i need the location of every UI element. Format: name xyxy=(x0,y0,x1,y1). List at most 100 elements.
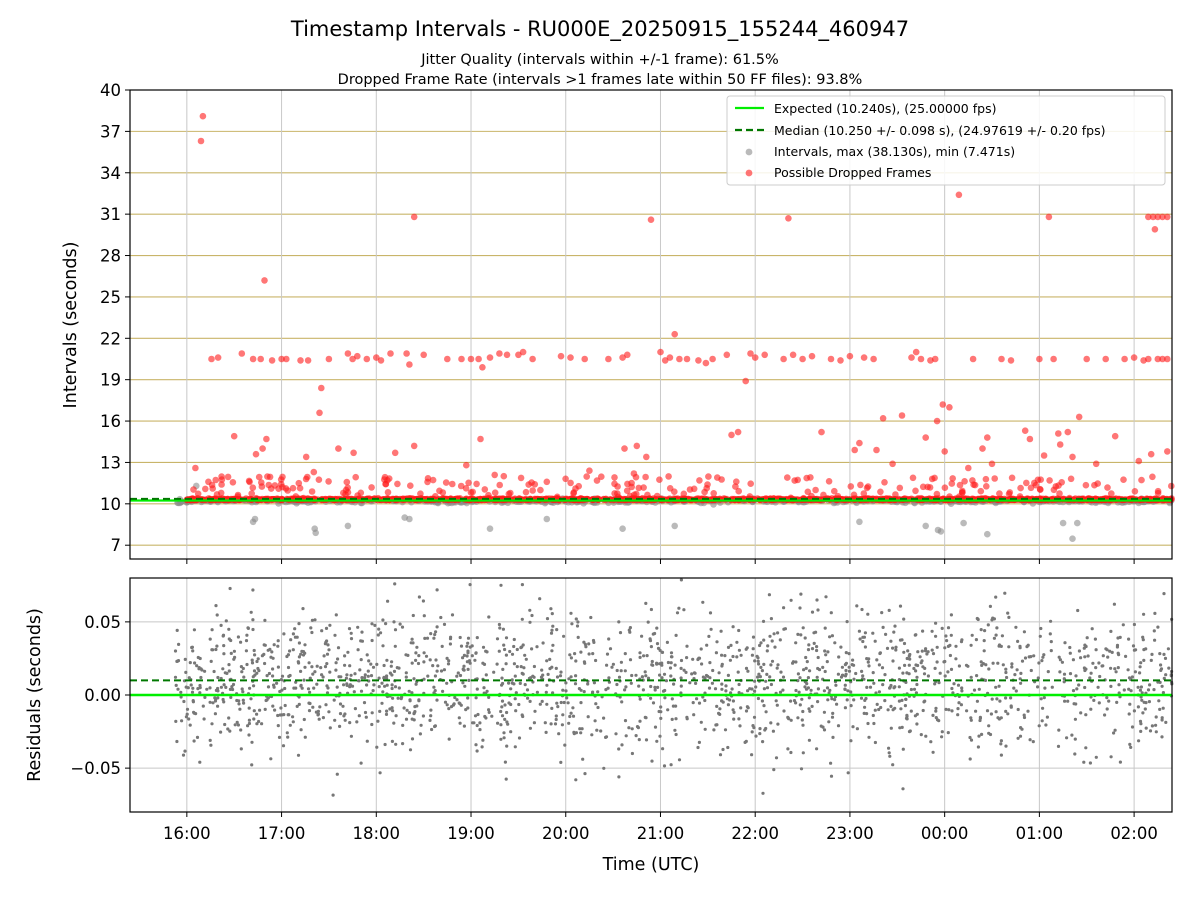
residual-point xyxy=(1038,634,1042,638)
residual-point xyxy=(566,701,570,705)
residual-point xyxy=(360,639,364,643)
dropped-frame-point xyxy=(624,480,631,488)
residual-point xyxy=(807,643,811,647)
dropped-frame-point xyxy=(522,488,530,496)
residual-point xyxy=(748,687,752,691)
residual-point xyxy=(480,745,484,749)
residual-point xyxy=(286,713,290,717)
residual-point xyxy=(267,671,271,676)
residual-point xyxy=(778,638,782,642)
residual-point xyxy=(309,626,313,630)
residual-point xyxy=(214,604,218,608)
residual-point xyxy=(205,687,209,691)
residual-point xyxy=(668,666,673,670)
residual-point xyxy=(710,681,715,685)
residual-point xyxy=(628,630,632,634)
dropped-frame-point xyxy=(224,473,232,481)
residual-point xyxy=(760,699,765,703)
residual-point xyxy=(576,635,580,640)
dropped-frame-point xyxy=(860,490,868,497)
residual-point xyxy=(453,695,457,700)
residual-point xyxy=(1089,671,1093,675)
residual-point xyxy=(596,690,600,694)
legend-box xyxy=(726,95,1166,186)
residual-point xyxy=(915,712,919,716)
x-tick-label: 01:00 xyxy=(1016,824,1064,843)
dropped-frame-point xyxy=(407,482,414,490)
residual-point xyxy=(386,599,390,603)
dropped-frame-point xyxy=(304,357,312,364)
residual-point xyxy=(216,675,220,680)
residual-point xyxy=(459,703,463,707)
residual-point xyxy=(202,717,206,721)
residual-point xyxy=(649,684,653,689)
residual-point xyxy=(889,639,893,643)
dropped-frame-point xyxy=(879,415,887,422)
residual-point xyxy=(859,696,864,700)
residual-point xyxy=(607,680,612,684)
residual-point xyxy=(765,686,770,690)
residual-point xyxy=(679,684,683,688)
residual-point xyxy=(849,704,853,708)
intervals-y-tick-label: 7 xyxy=(111,536,122,555)
dropped-frame-point xyxy=(1092,460,1100,468)
dropped-frame-point xyxy=(680,490,688,498)
residuals-y-tick-label: 0.05 xyxy=(84,613,121,632)
dropped-frame-point xyxy=(671,330,678,338)
residual-point xyxy=(570,622,574,626)
residual-point xyxy=(1160,718,1164,722)
residual-point xyxy=(173,649,178,653)
residual-point xyxy=(946,670,950,674)
residual-point xyxy=(276,724,280,728)
dropped-frame-point xyxy=(644,491,651,499)
residual-point xyxy=(679,666,683,671)
residual-point xyxy=(1016,736,1020,740)
residual-point xyxy=(673,663,677,667)
residual-point xyxy=(1073,717,1077,721)
residual-point xyxy=(1036,676,1040,680)
dropped-frame-point xyxy=(477,435,484,443)
residuals-y-tick-label: 0.00 xyxy=(84,686,121,705)
dropped-frame-point xyxy=(202,485,209,493)
residual-point xyxy=(1093,637,1097,641)
residual-point xyxy=(358,668,362,672)
residual-point xyxy=(969,716,973,720)
residual-point xyxy=(502,731,506,735)
residual-point xyxy=(674,704,678,708)
residual-point xyxy=(299,728,303,732)
dropped-frame-point xyxy=(734,428,742,436)
residual-point xyxy=(801,709,805,714)
dropped-frame-point xyxy=(794,476,801,484)
residual-point xyxy=(916,663,920,668)
residual-point xyxy=(861,674,865,678)
residual-point xyxy=(528,608,532,612)
residual-point xyxy=(664,679,669,683)
dropped-frame-point xyxy=(199,112,207,120)
residual-point xyxy=(320,629,324,633)
residual-point xyxy=(726,645,731,650)
residual-point xyxy=(481,738,485,742)
residual-point xyxy=(1058,658,1062,662)
residual-point xyxy=(1167,666,1171,670)
residual-point xyxy=(526,696,530,700)
dropped-frame-point xyxy=(315,476,323,484)
residual-point xyxy=(602,766,606,770)
residual-point xyxy=(929,740,933,744)
residual-point xyxy=(972,688,977,692)
residual-point xyxy=(1149,658,1153,663)
residual-point xyxy=(739,653,743,657)
dropped-frame-point xyxy=(710,490,717,497)
residual-point xyxy=(907,672,911,676)
residual-point xyxy=(393,644,397,648)
residual-point xyxy=(789,718,793,722)
residual-point xyxy=(1073,737,1077,741)
residual-point xyxy=(245,633,249,637)
dropped-frame-point xyxy=(1045,213,1053,221)
residual-point xyxy=(688,681,692,685)
residual-point xyxy=(173,675,178,679)
interval-point xyxy=(960,519,967,527)
residual-point xyxy=(334,661,338,665)
dropped-frame-point xyxy=(961,478,968,485)
residual-point xyxy=(559,760,563,765)
residual-point xyxy=(724,689,728,693)
